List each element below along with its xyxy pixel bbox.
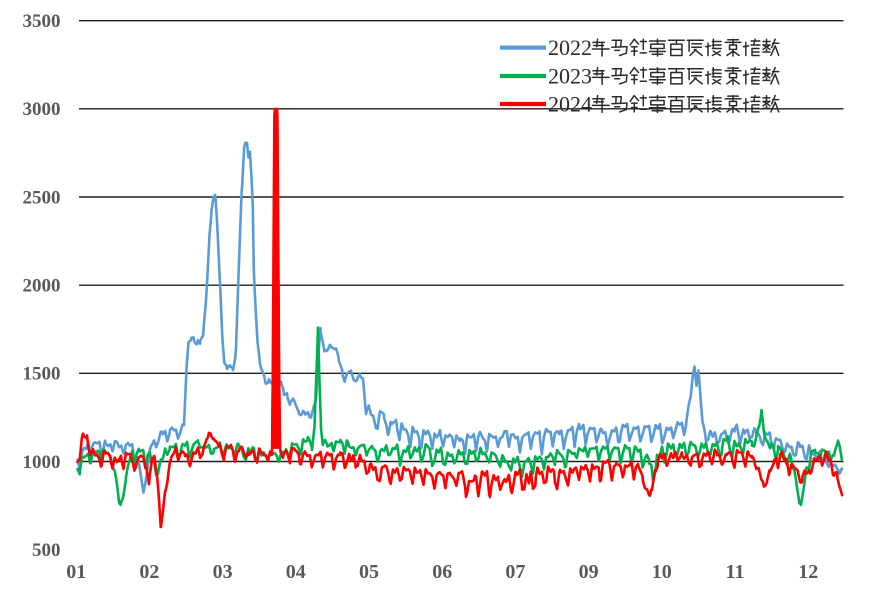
svg-text:1500: 1500 [23, 364, 61, 385]
svg-text:11: 11 [726, 561, 745, 583]
svg-text:2000: 2000 [23, 276, 61, 297]
svg-text:03: 03 [213, 561, 233, 583]
svg-text:12: 12 [798, 561, 818, 583]
svg-text:04: 04 [286, 561, 306, 583]
svg-text:10: 10 [652, 561, 672, 583]
svg-text:02: 02 [139, 561, 159, 583]
svg-text:2024: 2024 [548, 92, 592, 117]
svg-text:05: 05 [359, 561, 379, 583]
svg-text:2022: 2022 [548, 35, 592, 60]
svg-text:06: 06 [432, 561, 452, 583]
svg-text:09: 09 [579, 561, 599, 583]
svg-text:3000: 3000 [23, 99, 61, 120]
svg-text:07: 07 [505, 561, 525, 583]
svg-text:500: 500 [32, 540, 61, 561]
svg-text:3500: 3500 [23, 11, 61, 32]
svg-text:2500: 2500 [23, 187, 61, 208]
svg-text:01: 01 [66, 561, 86, 583]
svg-text:1000: 1000 [23, 452, 61, 473]
svg-text:2023: 2023 [548, 64, 592, 89]
